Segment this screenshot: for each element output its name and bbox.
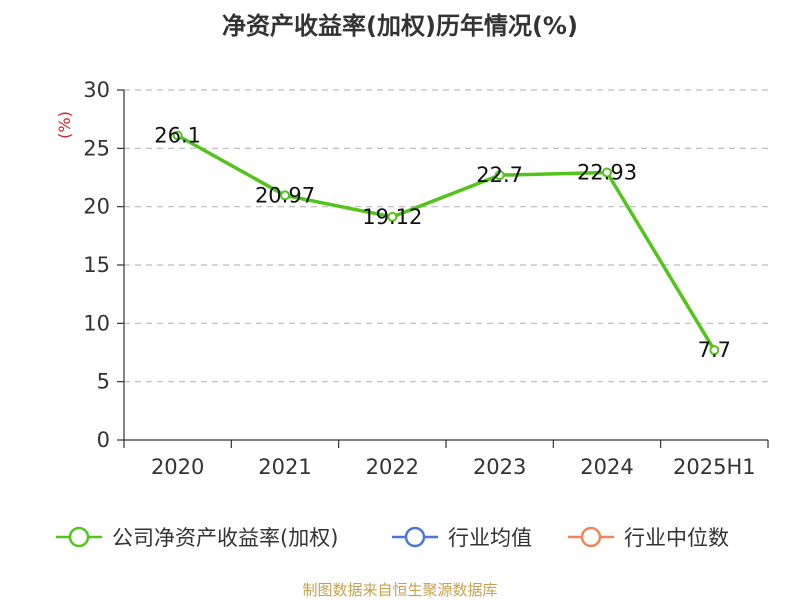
x-tick-label: 2025H1 bbox=[673, 455, 756, 479]
data-point bbox=[280, 190, 290, 201]
data-labels: 26.1 20.97 19.12 22.7 22.93 7.7 bbox=[154, 124, 731, 363]
data-point bbox=[602, 167, 612, 178]
x-tick-label: 2024 bbox=[580, 455, 633, 479]
data-point bbox=[172, 130, 183, 141]
source-note: 制图数据来自恒生聚源数据库 bbox=[302, 581, 498, 599]
data-label: 26.1 bbox=[154, 124, 201, 148]
grid-lines bbox=[124, 89, 768, 383]
legend-label: 行业中位数 bbox=[624, 526, 729, 550]
x-tick-label: 2021 bbox=[258, 455, 311, 479]
series-lines bbox=[172, 130, 720, 356]
x-tick-label: 2020 bbox=[151, 455, 204, 479]
chart-title: 净资产收益率(加权)历年情况(%) bbox=[222, 12, 578, 40]
y-tick-label: 10 bbox=[83, 311, 110, 335]
y-tick-label: 20 bbox=[83, 195, 110, 219]
y-axis-label: (%) bbox=[55, 111, 74, 139]
axes: 0 5 10 15 20 25 30 (%) 2020 2021 2022 2023 2024 2025H… bbox=[55, 78, 769, 479]
legend-marker bbox=[68, 526, 90, 548]
data-point bbox=[709, 345, 720, 356]
legend-marker bbox=[580, 526, 602, 548]
data-label: 7.7 bbox=[698, 338, 731, 362]
y-tick-label: 30 bbox=[83, 78, 110, 102]
data-label: 20.97 bbox=[255, 183, 315, 207]
y-tick-label: 5 bbox=[97, 370, 110, 394]
data-label: 22.7 bbox=[476, 163, 523, 187]
data-label: 19.12 bbox=[362, 205, 422, 229]
legend-marker bbox=[404, 526, 426, 548]
data-point bbox=[387, 211, 398, 222]
series-line bbox=[176, 133, 716, 352]
y-tick-label: 0 bbox=[97, 428, 110, 452]
legend-label: 公司净资产收益率(加权) bbox=[112, 526, 338, 550]
y-tick-label: 15 bbox=[83, 253, 110, 277]
legend-label: 行业均值 bbox=[448, 526, 532, 550]
data-point bbox=[494, 170, 505, 181]
x-tick-label: 2022 bbox=[366, 455, 419, 479]
y-tick-label: 25 bbox=[83, 136, 110, 160]
data-label: 22.93 bbox=[577, 160, 637, 184]
legend: 公司净资产收益率(加权) 行业均值 行业中位数 bbox=[56, 526, 729, 550]
x-tick-label: 2023 bbox=[473, 455, 526, 479]
